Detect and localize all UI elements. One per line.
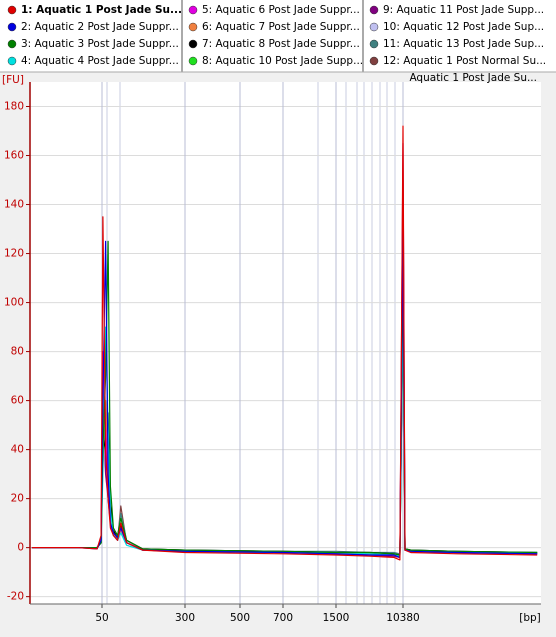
- legend-label: 2: Aquatic 2 Post Jade Suppr...: [21, 21, 179, 33]
- legend-marker: [369, 39, 379, 49]
- x-tick-label: 10380: [386, 612, 419, 624]
- y-tick-label: 40: [11, 444, 24, 456]
- y-tick-label: 80: [11, 346, 24, 358]
- legend-label: 1: Aquatic 1 Post Jade Su...: [21, 4, 182, 16]
- legend-marker: [369, 5, 379, 15]
- x-tick-label: 300: [175, 612, 195, 624]
- y-tick-label: 160: [4, 150, 24, 162]
- y-tick-label: -20: [7, 591, 24, 603]
- legend-label: 4: Aquatic 4 Post Jade Suppr...: [21, 55, 179, 67]
- legend-marker: [188, 5, 198, 15]
- legend-marker: [7, 39, 17, 49]
- series-line: [31, 125, 538, 561]
- legend-marker: [7, 5, 17, 15]
- x-tick-label: 50: [95, 612, 108, 624]
- y-tick-label: 180: [4, 101, 24, 113]
- legend-marker: [188, 56, 198, 66]
- legend-marker: [188, 22, 198, 32]
- legend-box: [0, 0, 556, 72]
- x-tick-label: 1500: [323, 612, 350, 624]
- plot-area: [30, 82, 541, 604]
- y-tick-label: 100: [4, 297, 24, 309]
- legend-label: 10: Aquatic 12 Post Jade Sup...: [383, 21, 544, 33]
- y-tick-label: 120: [4, 248, 24, 260]
- legend-label: 3: Aquatic 3 Post Jade Suppr...: [21, 38, 179, 50]
- legend-label: 9: Aquatic 11 Post Jade Supp...: [383, 4, 544, 16]
- y-tick-label: 140: [4, 199, 24, 211]
- legend-marker: [188, 39, 198, 49]
- legend-marker: [369, 56, 379, 66]
- legend-label: 11: Aquatic 13 Post Jade Sup...: [383, 38, 544, 50]
- x-tick-label: 700: [273, 612, 293, 624]
- legend-marker: [7, 56, 17, 66]
- legend-label: 7: Aquatic 8 Post Jade Suppr...: [202, 38, 360, 50]
- y-tick-label: 0: [17, 542, 24, 554]
- y-tick-label: 20: [11, 493, 24, 505]
- sample-label: Aquatic 1 Post Jade Su...: [409, 72, 537, 84]
- legend-marker: [369, 22, 379, 32]
- y-tick-label: 60: [11, 395, 24, 407]
- legend-label: 6: Aquatic 7 Post Jade Suppr...: [202, 21, 360, 33]
- y-axis-label: [FU]: [2, 74, 24, 86]
- x-axis-label: [bp]: [519, 612, 541, 624]
- legend-label: 8: Aquatic 10 Post Jade Supp...: [202, 55, 363, 67]
- x-tick-label: 500: [230, 612, 250, 624]
- legend-marker: [7, 22, 17, 32]
- legend-label: 5: Aquatic 6 Post Jade Suppr...: [202, 4, 360, 16]
- legend-label: 12: Aquatic 1 Post Normal Su...: [383, 55, 546, 67]
